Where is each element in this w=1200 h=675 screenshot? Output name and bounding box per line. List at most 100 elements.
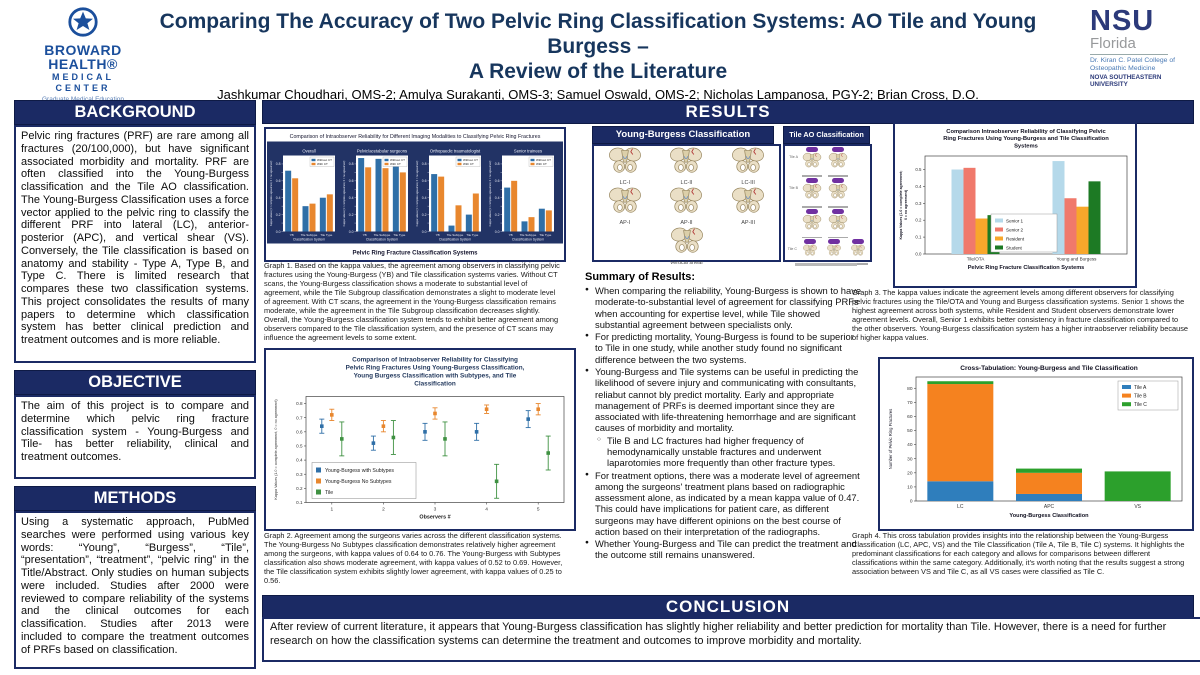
svg-text:Resident: Resident	[1006, 236, 1025, 241]
diagram-label: LC-III	[741, 180, 755, 186]
svg-text:Tile Type: Tile Type	[393, 233, 405, 237]
svg-text:Kappa Values (1.0 = complete a: Kappa Values (1.0 = complete agreement, …	[274, 399, 278, 499]
tile-row-label: Tile A	[789, 155, 798, 159]
svg-text:YB: YB	[509, 233, 513, 237]
results-banner: RESULTS	[262, 100, 1194, 124]
poster-title-line1: Comparing The Accuracy of Two Pelvic Rin…	[159, 10, 1037, 58]
svg-text:Ring Fractures Using Young-Bur: Ring Fractures Using Young-Burgess and T…	[943, 136, 1109, 142]
tile-row-label	[785, 209, 799, 217]
svg-text:Tile Type: Tile Type	[466, 233, 478, 237]
svg-text:40: 40	[907, 442, 913, 448]
tile-citation-line	[795, 263, 857, 266]
background-body: Pelvic ring fractures (PRF) are rare amo…	[14, 125, 256, 363]
svg-text:Cross-Tabulation: Young-Burges: Cross-Tabulation: Young-Burgess and Tile…	[960, 365, 1138, 372]
svg-text:Without CT: Without CT	[463, 158, 478, 162]
summary-sub-bullet: Tile B and LC fractures had higher frequ…	[597, 435, 863, 469]
tile-type-badge	[806, 177, 818, 183]
svg-text:APC: APC	[1044, 504, 1055, 510]
pelvis-diagram	[798, 239, 822, 265]
svg-text:Young Burgess Classification w: Young Burgess Classification with Subtyp…	[354, 373, 517, 380]
graph2-caption: Graph 2. Agreement among the surgeons va…	[264, 531, 563, 586]
svg-text:0.4: 0.4	[495, 196, 500, 200]
svg-text:Classification: Classification	[414, 381, 456, 388]
summary-bullet-4: For treatment options, there was a moder…	[585, 470, 863, 538]
svg-text:0.6: 0.6	[422, 179, 427, 183]
tile-row-label: Tile B	[788, 185, 798, 190]
tile-row-label: Tile C	[787, 247, 797, 252]
methods-body: Using a systematic approach, PubMed sear…	[14, 511, 256, 669]
svg-text:Pelvic Ring Fracture Classific: Pelvic Ring Fracture Classification Syst…	[968, 265, 1085, 271]
svg-text:0.2: 0.2	[276, 213, 281, 217]
svg-text:0.5: 0.5	[915, 167, 922, 172]
young-burgess-panel: LC-I LC-II LC-III AP-I AP-II AP-III Vertical s…	[592, 144, 781, 266]
pelvis-diagram	[799, 147, 825, 177]
conclusion-banner: CONCLUSION	[262, 595, 1194, 618]
nsu-state: Florida	[1090, 34, 1136, 52]
pelvis-diagram	[825, 147, 851, 177]
svg-text:Tile A: Tile A	[1134, 385, 1147, 391]
summary-bullet-2: For predicting mortality, Young-Burgess …	[585, 331, 863, 365]
svg-text:Without CT: Without CT	[536, 158, 551, 162]
tile-ao-panel: Tile A Tile B Tile C	[783, 144, 872, 265]
svg-text:With CT: With CT	[536, 162, 547, 166]
pelvis-icon	[827, 245, 841, 256]
tile-type-badge	[832, 147, 844, 152]
svg-text:Tile Subtype: Tile Subtype	[301, 233, 318, 237]
diagram-caption-line	[802, 206, 822, 208]
svg-text:4: 4	[485, 507, 488, 513]
svg-text:Tile Subtype: Tile Subtype	[447, 233, 464, 237]
svg-text:5: 5	[537, 507, 540, 513]
svg-text:Young and Burgess: Young and Burgess	[1057, 257, 1098, 262]
pelvis-diagram	[846, 239, 870, 265]
svg-text:80: 80	[907, 386, 913, 392]
graph3-caption: Graph 3. The kappa values indicate the a…	[852, 288, 1189, 343]
diagram-label: Vertical shear	[669, 260, 704, 266]
svg-text:Tile C: Tile C	[1134, 402, 1147, 408]
conclusion-body: After review of current literature, it a…	[262, 617, 1200, 662]
svg-text:0.2: 0.2	[915, 218, 922, 223]
pelvis-icon	[732, 187, 765, 213]
svg-text:0.0: 0.0	[422, 230, 427, 234]
svg-text:Comparison of Intraobserver Re: Comparison of Intraobserver Reliability …	[352, 357, 518, 364]
svg-text:Tile Subtype: Tile Subtype	[374, 233, 391, 237]
svg-text:Tile Type: Tile Type	[539, 233, 551, 237]
tile-type-badge	[806, 208, 818, 214]
diagram-label: AP-I	[619, 220, 631, 226]
svg-text:Kappa values (1 = complete agr: Kappa values (1 = complete agreement, 0 …	[416, 161, 419, 227]
pelvis-icon	[802, 152, 822, 168]
summary-list: When comparing the reliability, Young-Bu…	[585, 285, 863, 561]
diagram-caption-line	[802, 236, 822, 239]
pelvis-diagram: LC-III	[720, 146, 776, 186]
svg-text:YB: YB	[363, 233, 367, 237]
svg-text:Classification System: Classification System	[293, 238, 325, 242]
pelvis-icon	[802, 214, 822, 229]
svg-text:0.2: 0.2	[495, 213, 500, 217]
svg-text:0.3: 0.3	[296, 472, 303, 477]
svg-text:0.7: 0.7	[296, 415, 303, 420]
diagram-label: LC-II	[680, 180, 693, 186]
svg-text:Young-Burgess No Subtypes: Young-Burgess No Subtypes	[325, 479, 392, 485]
tile-type-badge	[852, 239, 864, 245]
svg-text:3: 3	[434, 507, 437, 513]
methods-heading: METHODS	[14, 486, 256, 511]
tile-type-badge	[806, 147, 818, 152]
svg-text:Pelvic/acetabular surgeons: Pelvic/acetabular surgeons	[357, 149, 407, 154]
svg-text:Senior 2: Senior 2	[1006, 227, 1024, 232]
pelvis-diagram	[825, 177, 851, 208]
pelvis-icon	[803, 245, 817, 256]
svg-text:0.2: 0.2	[422, 213, 427, 217]
nsu-logo: NSU Florida Dr. Kiran C. Patel College o…	[1090, 7, 1194, 88]
svg-text:Classification System: Classification System	[512, 238, 544, 242]
broward-line1: BROWARD	[44, 42, 122, 58]
svg-text:Kappa Values (1.0 = complete a: Kappa Values (1.0 = complete agreement;	[899, 171, 903, 240]
svg-text:0.6: 0.6	[276, 179, 281, 183]
nsu-university: NOVA SOUTHEASTERN UNIVERSITY	[1090, 73, 1162, 88]
svg-text:0.0: 0.0	[915, 252, 922, 257]
svg-text:50: 50	[907, 428, 913, 434]
svg-text:Observers #: Observers #	[419, 515, 450, 521]
poster-authors: Jashkumar Choudhari, OMS-2; Amulya Surak…	[217, 87, 979, 103]
svg-text:Senior 1: Senior 1	[1006, 218, 1024, 223]
svg-text:0.8: 0.8	[349, 162, 354, 166]
section-objective: OBJECTIVE The aim of this project is to …	[14, 370, 256, 479]
svg-text:Orthopaedic traumatologist: Orthopaedic traumatologist	[430, 149, 481, 154]
